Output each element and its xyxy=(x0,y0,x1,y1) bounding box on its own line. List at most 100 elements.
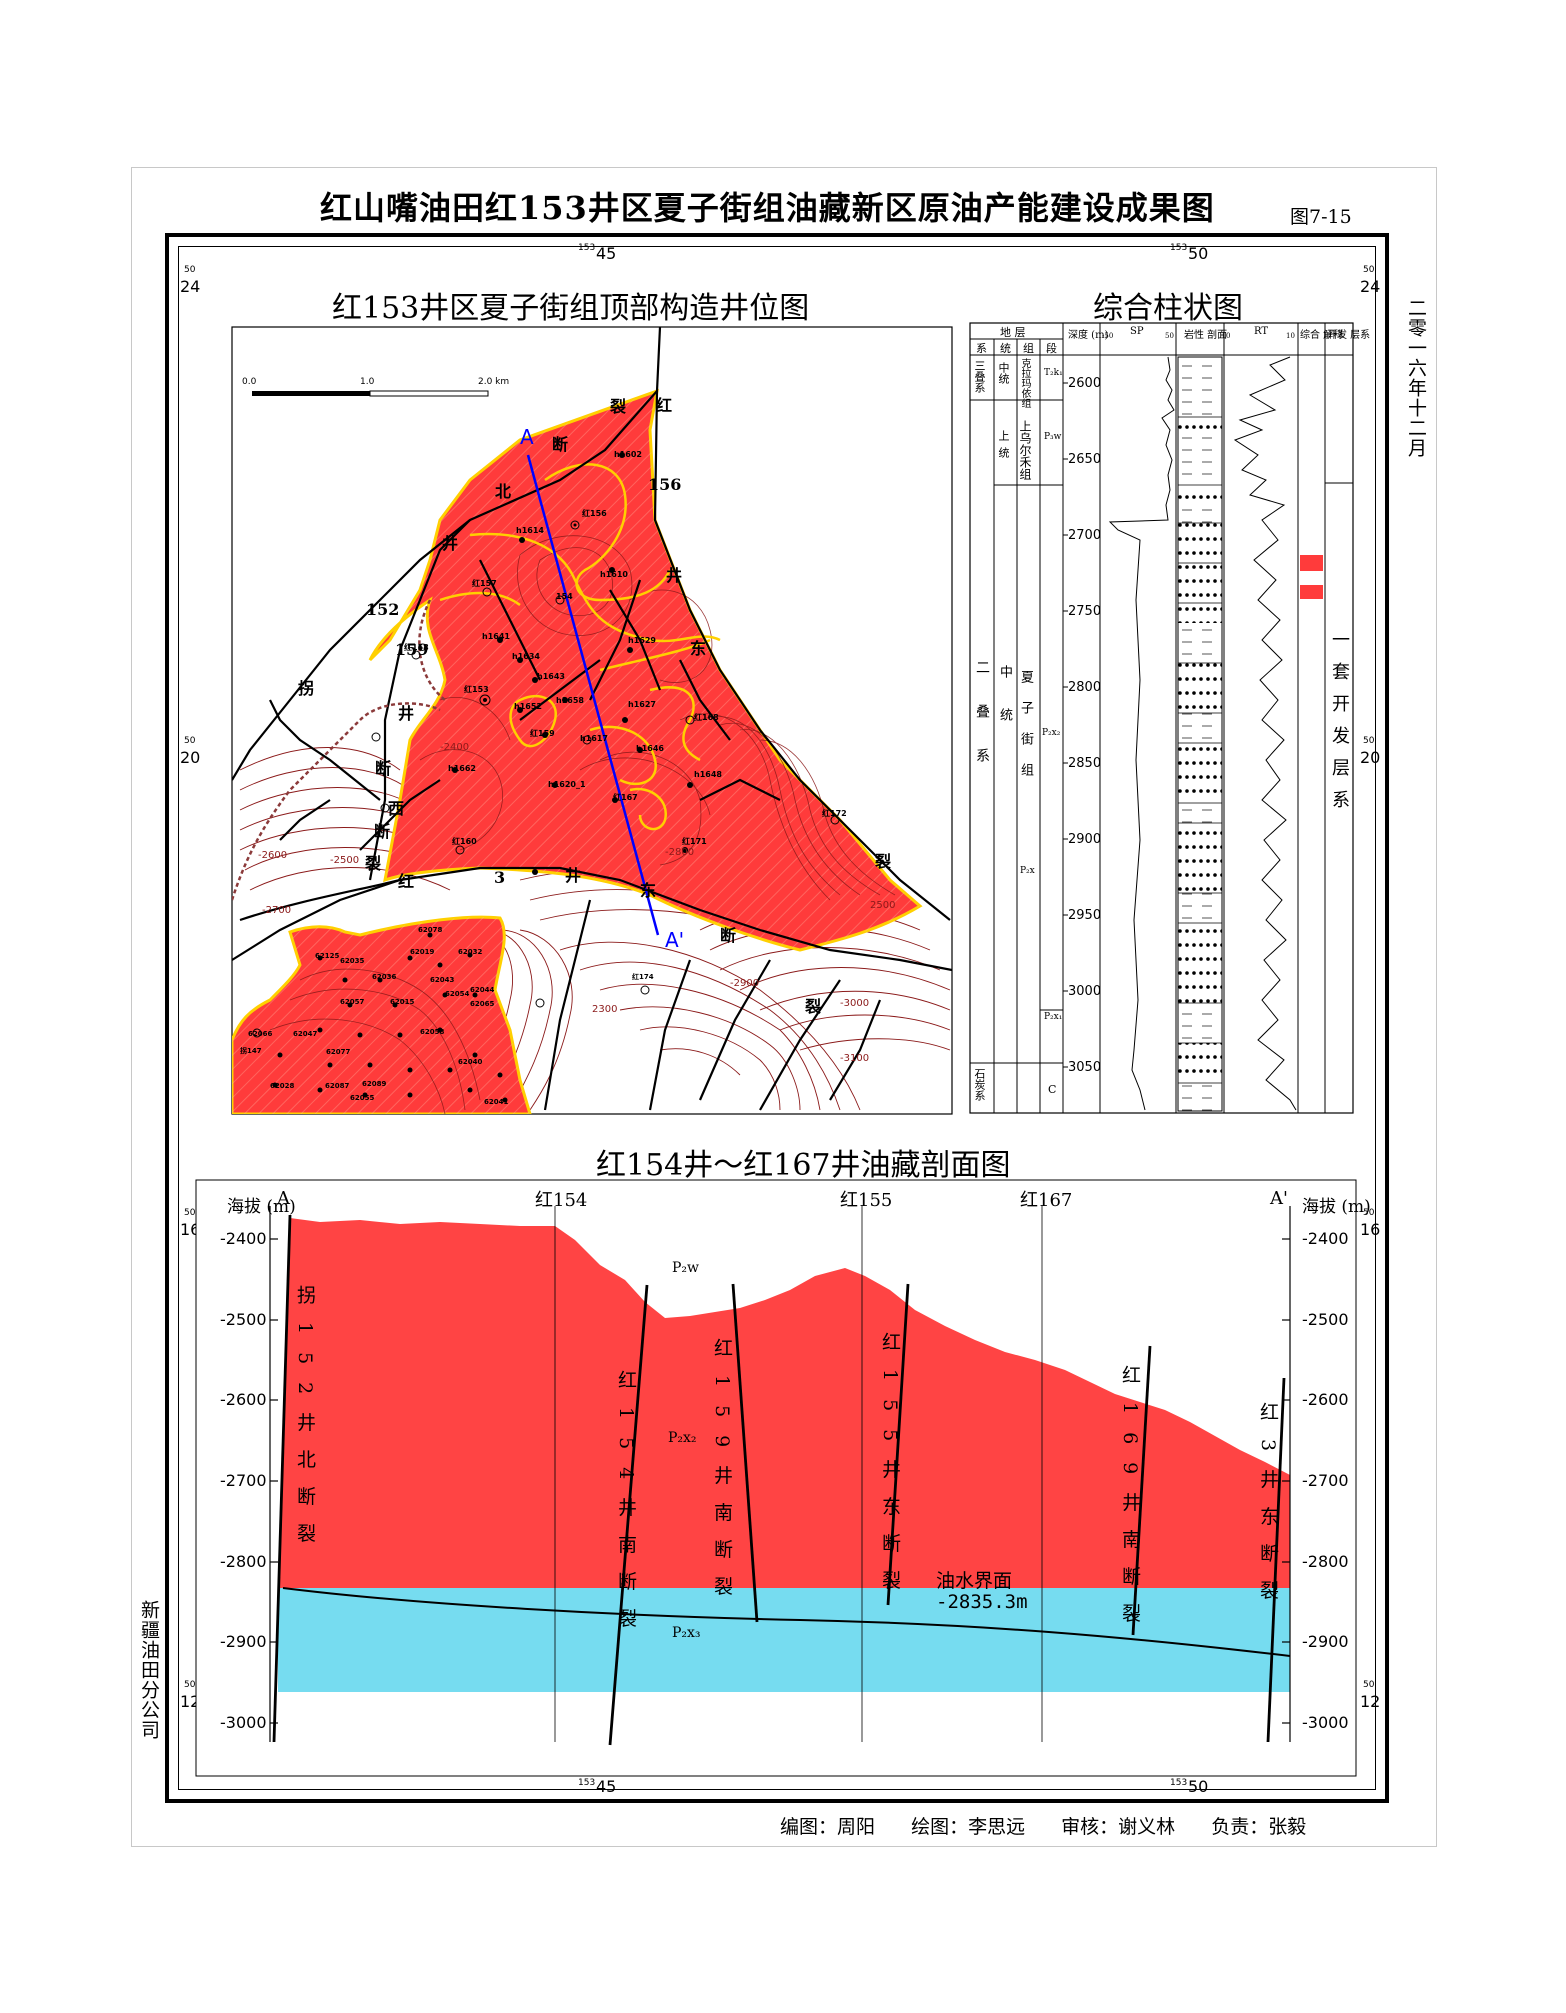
scale-label-1: 1.0 xyxy=(360,377,375,387)
credit-editor: 编图：周阳 xyxy=(780,1816,876,1838)
contour-label: -2900 xyxy=(730,978,760,989)
scale-label-2: 2.0 km xyxy=(478,377,510,387)
frame-tick-top-right-small: 153 xyxy=(1170,243,1188,253)
outer-frame xyxy=(165,233,1389,1803)
well-label: 62065 xyxy=(470,1000,495,1008)
credit-drafter: 绘图：李思远 xyxy=(911,1816,1026,1838)
section-fault-label: 红159井南断裂 xyxy=(711,1338,733,1614)
frame-tick-bottom-right-small: 153 xyxy=(1170,1778,1188,1788)
well-label: h1629 xyxy=(628,636,656,645)
well-label: 62036 xyxy=(372,973,397,981)
fault-label: 红 xyxy=(398,872,415,891)
well-label: 62125 xyxy=(315,952,340,960)
layer-p2x2: P₂x₂ xyxy=(668,1430,697,1446)
fault-label: 拐 xyxy=(298,679,315,698)
fault-label: 裂 xyxy=(805,997,822,1016)
frame-tick-left-4s: 50 xyxy=(184,1680,196,1690)
col-header-series: 统 xyxy=(1000,342,1011,355)
well-label: 拐147 xyxy=(240,1047,262,1055)
col-header-lithology: 岩性 剖面 xyxy=(1184,330,1228,341)
depth-tick: 2900 xyxy=(1068,832,1102,847)
depth-tick: 2750 xyxy=(1068,604,1102,619)
well-label: 62077 xyxy=(326,1048,351,1056)
elevation-tick-right: -2800 xyxy=(1302,1552,1349,1571)
depth-tick: 3050 xyxy=(1068,1060,1102,1075)
col-header-dev-layer: 开发 层系 xyxy=(1327,330,1371,341)
frame-tick-right-2: 20 xyxy=(1360,748,1381,767)
contour-label: -2700 xyxy=(262,905,292,916)
section-well-label: 红155 xyxy=(840,1190,893,1211)
map-title: 红153井区夏子街组顶部构造井位图 xyxy=(332,291,810,326)
well-label: h1602 xyxy=(614,450,642,459)
well-label: 红159 xyxy=(530,729,555,738)
credit-responsible: 负责：张毅 xyxy=(1211,1816,1307,1838)
layer-p2x3: P₂x₃ xyxy=(672,1625,701,1641)
fault-label: 北 xyxy=(495,482,512,501)
dev-layer-label: 一套开发层系 xyxy=(1329,630,1350,822)
rt-curve xyxy=(1233,356,1297,1111)
fault-label: 裂 xyxy=(610,397,627,416)
water-zone xyxy=(278,1588,1290,1692)
page-title: 红山嘴油田红153井区夏子街组油藏新区原油产能建设成果图 xyxy=(320,189,1215,227)
well-label: 62028 xyxy=(270,1082,295,1090)
formation-karamay: 克拉玛依组 xyxy=(1019,358,1030,408)
elevation-tick-right: -3000 xyxy=(1302,1713,1349,1732)
frame-tick-top-left-small: 153 xyxy=(578,243,596,253)
well-label: 红153 xyxy=(464,685,489,694)
oil-interval-2 xyxy=(1300,585,1323,599)
frame-tick-left-4: 12 xyxy=(180,1692,201,1711)
depth-tick: 2600 xyxy=(1068,376,1102,391)
well-label: 62015 xyxy=(390,998,415,1006)
elevation-tick-left: -2700 xyxy=(220,1471,267,1490)
frame-tick-bottom-right: 50 xyxy=(1188,1777,1209,1796)
rt-tick-min: 0 xyxy=(1226,332,1231,340)
owc-value: -2835.3m xyxy=(936,1591,1028,1613)
section-axis-left: 海拔 (m) xyxy=(227,1197,296,1217)
system-triassic: 三叠系 xyxy=(973,360,986,393)
fault-label: 断 xyxy=(374,822,391,841)
series-upper: 上统 xyxy=(997,430,1010,464)
well-label: 红174 xyxy=(632,973,654,981)
col-header-rt: RT xyxy=(1254,326,1269,337)
oil-interval-1 xyxy=(1300,555,1323,571)
fault-label: 断 xyxy=(720,926,737,945)
western-fault xyxy=(232,702,441,901)
elevation-tick-left: -2600 xyxy=(220,1390,267,1409)
well-label: 红172 xyxy=(822,809,847,818)
well-label: 62057 xyxy=(340,998,365,1006)
well-label: 62055 xyxy=(350,1094,375,1102)
fault-label: 156 xyxy=(648,475,682,494)
scale-label-0: 0.0 xyxy=(242,377,257,387)
system-permian: 二叠系 xyxy=(974,660,990,792)
well-label: 62044 xyxy=(470,986,495,994)
elevation-tick-left: -2400 xyxy=(220,1229,267,1248)
section-start-label: A xyxy=(520,425,534,449)
contour-label: 2500 xyxy=(870,900,896,911)
fault-label: 井 xyxy=(442,534,459,553)
well-label: 红156 xyxy=(582,509,607,518)
segment-p3w: P₃w xyxy=(1044,432,1062,442)
section-right-end: A' xyxy=(1270,1188,1288,1209)
well-label: h1627 xyxy=(628,700,656,709)
frame-tick-left-2s: 50 xyxy=(184,736,196,746)
fault-label: 裂 xyxy=(875,852,892,871)
well-label: h1648 xyxy=(694,770,722,779)
well-label: 红168 xyxy=(694,713,719,722)
frame-tick-left-1s: 50 xyxy=(184,265,196,275)
depth-tick: 2850 xyxy=(1068,756,1102,771)
rt-tick-max: 10 xyxy=(1286,332,1295,340)
section-fault-label: 拐152井北断裂 xyxy=(294,1285,316,1561)
frame-tick-left-2: 20 xyxy=(180,748,201,767)
formation-xiazijie: 夏子街组 xyxy=(1018,670,1033,794)
fault-label: 井 xyxy=(565,866,582,885)
contour-label: -2600 xyxy=(258,850,288,861)
figure-number: 图7-15 xyxy=(1290,206,1352,228)
section-line xyxy=(526,454,660,936)
elevation-tick-right: -2700 xyxy=(1302,1471,1349,1490)
sp-tick-max: 50 xyxy=(1165,332,1174,340)
well-label: h1652 xyxy=(514,702,542,711)
segment-t2k1: T₂k₁ xyxy=(1044,368,1063,378)
well-label: 62035 xyxy=(340,957,365,965)
